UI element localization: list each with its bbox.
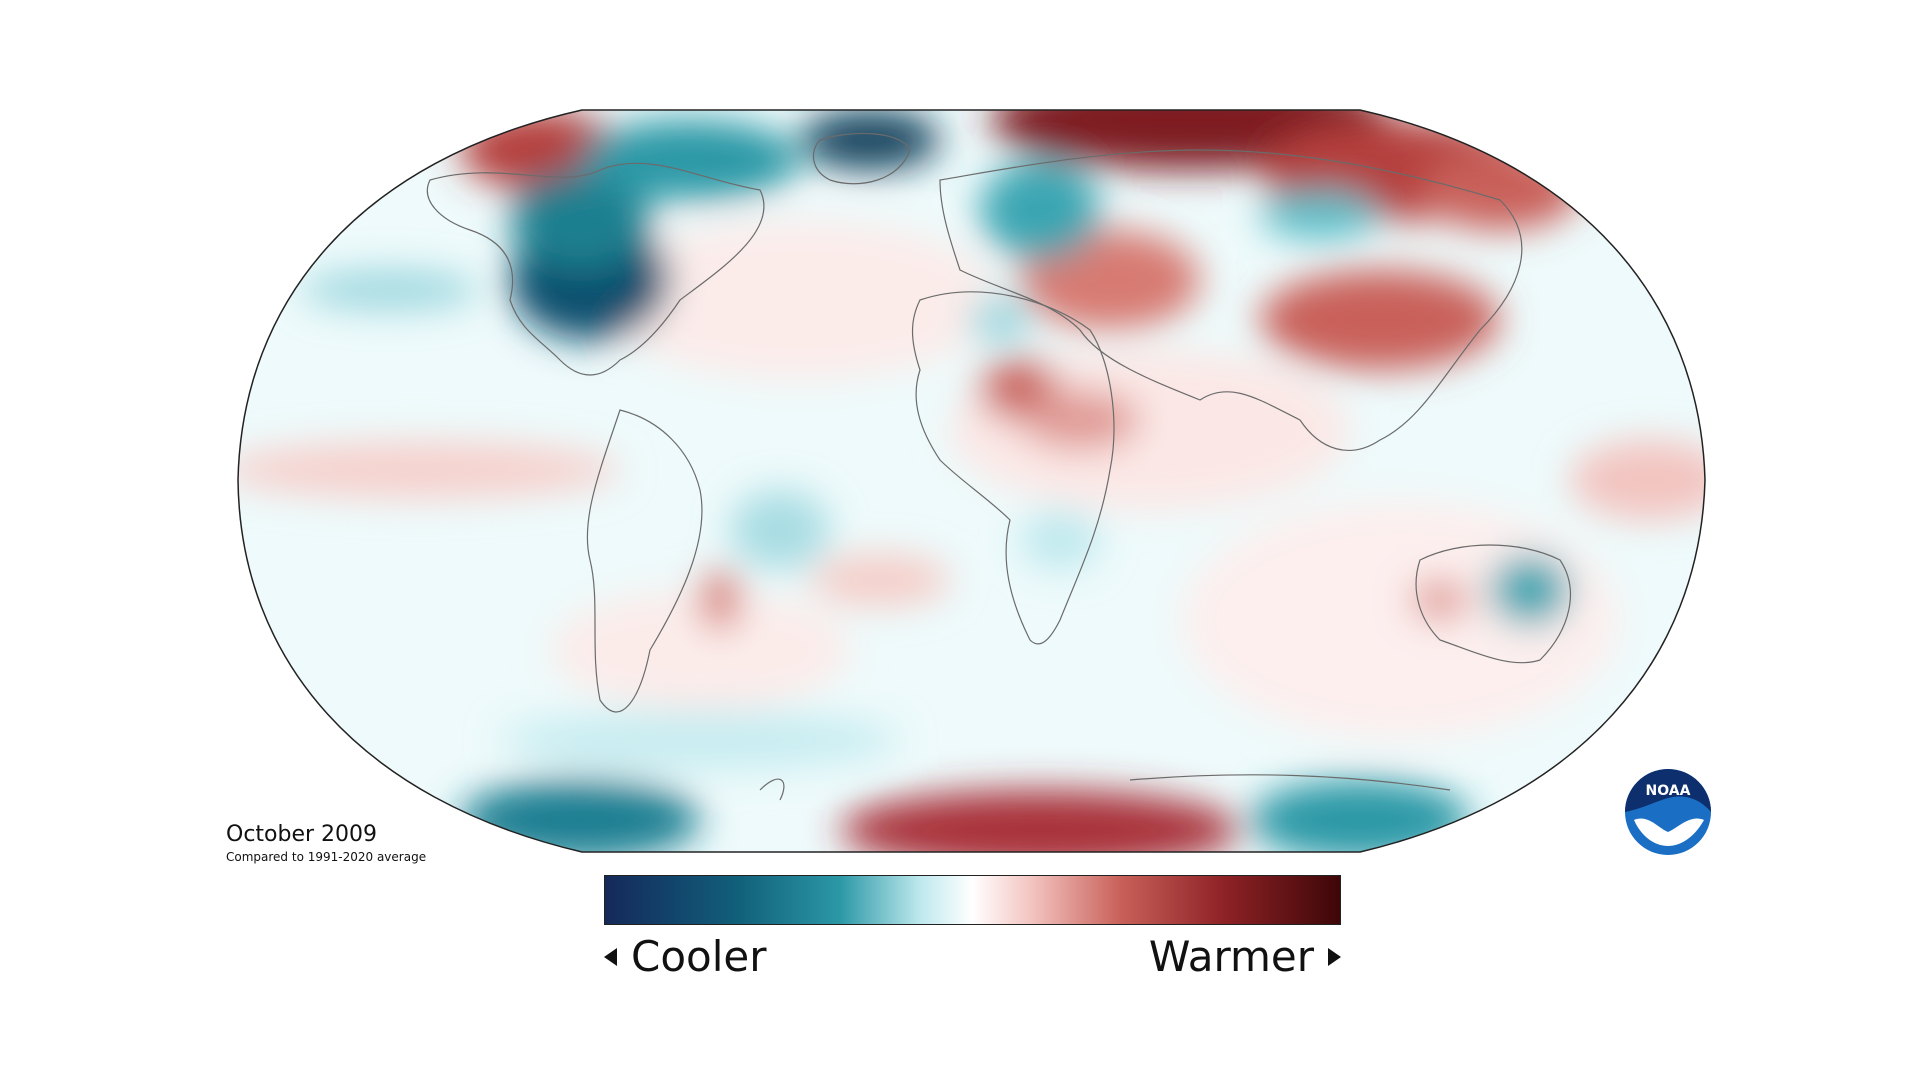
colorbar-fill <box>604 875 1341 925</box>
cooler-text: Cooler <box>631 932 767 981</box>
colorbar <box>604 875 1341 925</box>
warmer-label: Warmer <box>1149 932 1341 982</box>
noaa-logo-icon: NOAA <box>1624 768 1712 856</box>
left-arrow-icon <box>604 948 617 966</box>
right-arrow-icon <box>1328 948 1341 966</box>
map-date: October 2009 <box>226 822 378 847</box>
warmer-text: Warmer <box>1148 932 1314 981</box>
anomaly-field <box>238 110 1705 852</box>
noaa-logo-text: NOAA <box>1646 783 1691 799</box>
map-baseline: Compared to 1991-2020 average <box>226 850 427 864</box>
cooler-label: Cooler <box>604 932 767 982</box>
coastlines <box>426 132 1571 801</box>
